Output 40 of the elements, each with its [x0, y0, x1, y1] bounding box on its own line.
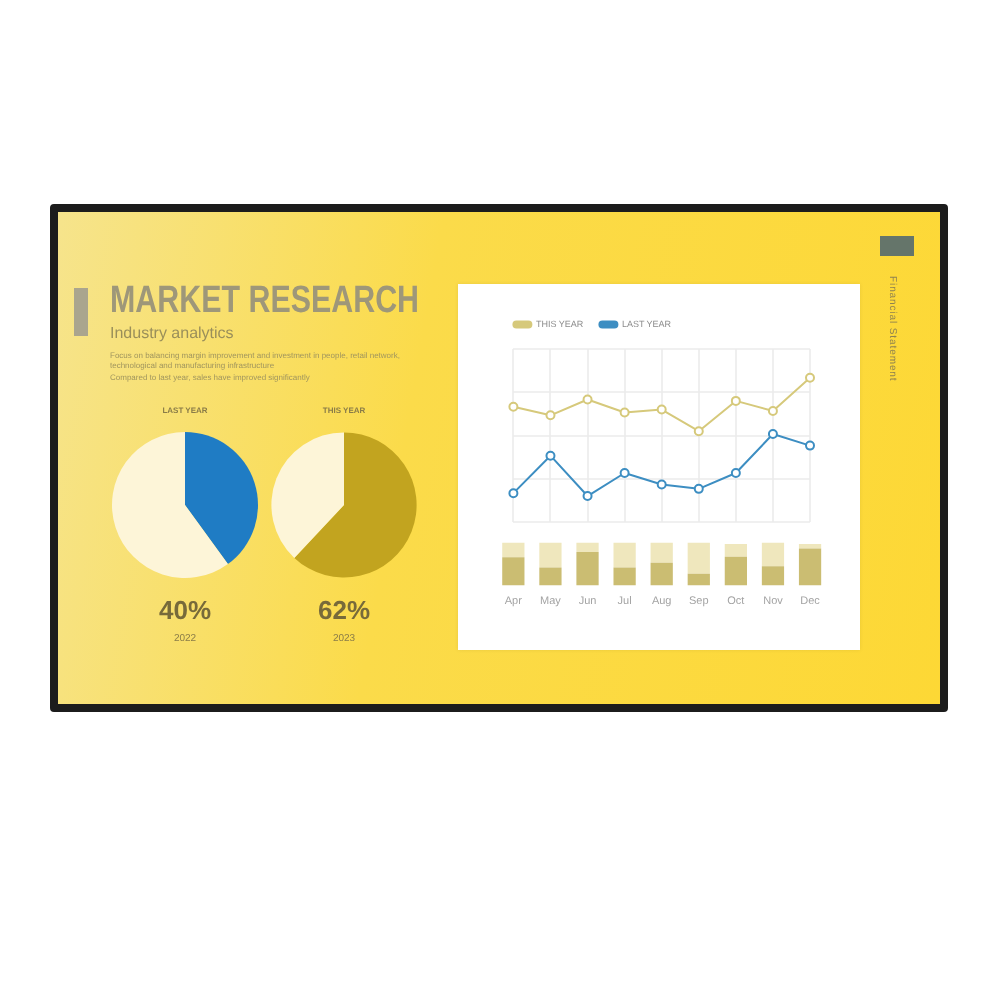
bar: [576, 552, 599, 586]
text: 40%: [158, 595, 212, 626]
bar: [502, 542, 525, 558]
bar: [761, 542, 785, 567]
bar: [687, 542, 710, 574]
point: [805, 440, 815, 451]
point: [619, 407, 630, 418]
point: [693, 483, 704, 494]
point: [656, 479, 667, 490]
text: MARKET RESEARCH: [110, 280, 420, 322]
point: [582, 491, 593, 502]
point: [805, 372, 815, 383]
point: [730, 467, 741, 478]
point: [767, 405, 778, 416]
bar: [613, 567, 636, 586]
bar: [798, 548, 822, 586]
bar: [650, 542, 673, 563]
bar: [687, 573, 710, 586]
bar: [539, 542, 562, 568]
point: [582, 394, 593, 405]
bar: [724, 543, 747, 557]
point: [693, 426, 704, 437]
bar: [761, 566, 785, 586]
point: [545, 410, 556, 421]
point: [619, 467, 630, 478]
bar: [613, 542, 636, 568]
bar: [798, 543, 822, 549]
point: [767, 429, 778, 440]
bar: [502, 557, 525, 586]
bar: [650, 562, 673, 586]
point: [545, 450, 556, 461]
point: [656, 404, 667, 415]
point: [508, 401, 519, 412]
point: [508, 488, 519, 499]
bar: [539, 567, 562, 586]
point: [730, 395, 741, 406]
bar: [576, 542, 599, 553]
text: Industry analytics: [110, 324, 234, 342]
bar: [724, 556, 747, 586]
text: 62%: [317, 595, 371, 626]
